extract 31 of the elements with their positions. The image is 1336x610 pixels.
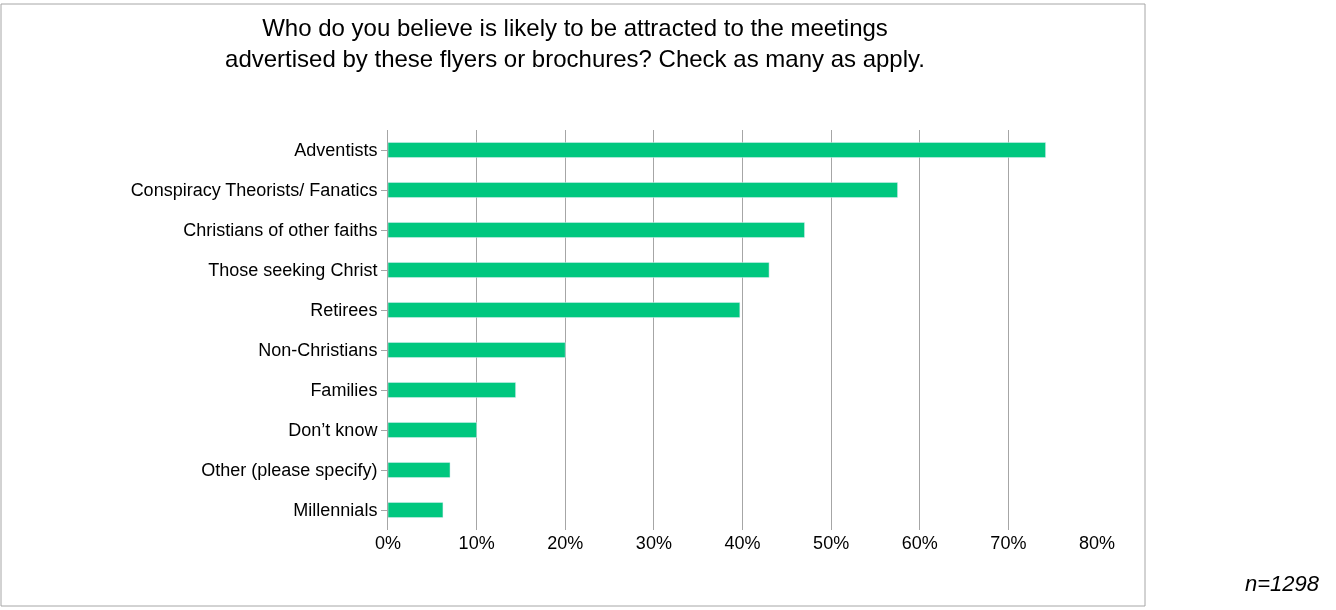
x-tick-label: 70% bbox=[990, 533, 1027, 553]
bar bbox=[388, 502, 444, 518]
y-tick-label: Non-Christians bbox=[258, 340, 378, 361]
x-tick-label: 10% bbox=[458, 533, 495, 553]
x-tick-label: 60% bbox=[901, 533, 938, 553]
y-tick-label: Don’t know bbox=[288, 420, 379, 441]
y-tick-label: Adventists bbox=[294, 140, 378, 161]
bar bbox=[388, 462, 451, 478]
bar bbox=[388, 382, 516, 398]
x-tick-label: 40% bbox=[724, 533, 761, 553]
bar bbox=[388, 302, 741, 318]
bar bbox=[388, 142, 1046, 158]
chart-title: Who do you believe is likely to be attracted to the meetings advertised by these flyers or brochures? Check as many as apply. bbox=[225, 14, 925, 73]
y-tick-label: Millennials bbox=[293, 500, 378, 521]
bar bbox=[388, 422, 477, 438]
y-tick-label: Conspiracy Theorists/ Fanatics bbox=[130, 180, 378, 201]
bar bbox=[388, 222, 805, 238]
x-tick-label: 80% bbox=[1078, 533, 1116, 553]
y-tick-label: Other (please specify) bbox=[201, 460, 378, 481]
y-tick-label: Retirees bbox=[310, 300, 378, 321]
y-tick-label: Families bbox=[310, 380, 378, 401]
x-tick-label: 50% bbox=[813, 533, 850, 553]
x-tick-label: 20% bbox=[547, 533, 584, 553]
text: n=1298 bbox=[1245, 571, 1320, 596]
bar bbox=[388, 342, 566, 358]
bar bbox=[388, 262, 770, 278]
x-tick-label: 0% bbox=[374, 533, 402, 553]
y-tick-label: Christians of other faiths bbox=[183, 220, 378, 241]
y-tick-label: Those seeking Christ bbox=[208, 260, 378, 281]
bar bbox=[388, 182, 898, 198]
x-tick-label: 30% bbox=[635, 533, 672, 553]
